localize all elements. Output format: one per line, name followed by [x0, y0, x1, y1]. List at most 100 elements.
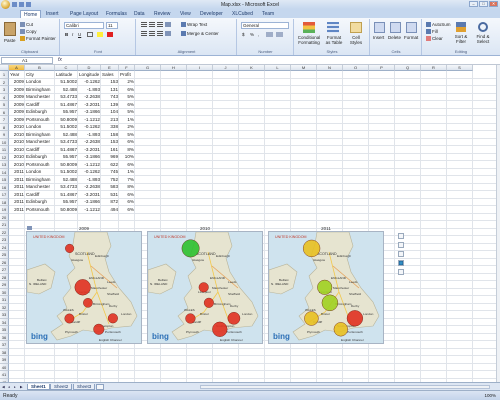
tab-developer[interactable]: Developer	[200, 11, 223, 17]
row-header[interactable]: 21	[0, 221, 9, 229]
merge-center-button[interactable]: Merge & Center	[181, 31, 219, 37]
cell[interactable]: 2011	[14, 191, 24, 197]
cell[interactable]: 6%	[127, 139, 134, 145]
cell[interactable]: 53.4733	[60, 139, 77, 145]
column-header-r[interactable]: R	[421, 65, 447, 71]
cell[interactable]: City	[26, 71, 34, 77]
zoom-in-icon[interactable]	[398, 232, 404, 239]
cell[interactable]: 745	[110, 169, 118, 175]
tab-formulas[interactable]: Formulas	[106, 11, 127, 17]
bubble-map-2011[interactable]: 2011 UNITED KINGDOM SCOTLAND Glasgow Edinbur…	[268, 226, 384, 344]
row-header[interactable]: 31	[0, 296, 9, 304]
cell[interactable]: 2011	[14, 199, 24, 205]
borders-icon[interactable]	[87, 32, 93, 37]
row-header[interactable]: 42	[0, 378, 9, 382]
worksheet[interactable]: A B C D E F G H I J K L M N O P Q R S 1 2 3 4 5 6 7 8 9 10 11 12 13 14 15…	[0, 65, 496, 382]
cell[interactable]: 55.957	[62, 199, 77, 205]
cell[interactable]: 51.5002	[60, 79, 77, 85]
cell[interactable]: 55.957	[62, 154, 77, 160]
cell[interactable]: Portsmouth	[26, 116, 50, 122]
cell[interactable]: Cardiff	[26, 146, 40, 152]
bubble-london[interactable]	[227, 311, 241, 325]
column-header-l[interactable]: L	[265, 65, 291, 71]
row-header[interactable]: 19	[0, 206, 9, 214]
row-header[interactable]: 28	[0, 273, 9, 281]
row-header[interactable]: 39	[0, 356, 9, 364]
orientation-icon[interactable]	[165, 22, 171, 27]
cell[interactable]: 51.5002	[60, 169, 77, 175]
zoom-level[interactable]: 100%	[484, 393, 496, 398]
cell[interactable]: Manchester	[26, 139, 51, 145]
format-painter-button[interactable]: Format Painter	[20, 36, 56, 42]
column-header-h[interactable]: H	[161, 65, 187, 71]
row-header[interactable]: 12	[0, 153, 9, 161]
cell[interactable]: 2010	[13, 154, 24, 160]
column-header-f[interactable]: F	[119, 65, 135, 71]
cell[interactable]: 2011	[14, 206, 24, 212]
percent-button[interactable]: %	[250, 32, 255, 37]
italic-button[interactable]: I	[72, 32, 74, 37]
tab-sheet3[interactable]: Sheet3	[73, 384, 96, 390]
cell[interactable]: 1%	[127, 169, 134, 175]
row-header[interactable]: 7	[0, 116, 9, 124]
align-top-icon[interactable]	[141, 22, 147, 27]
select-all-corner[interactable]	[0, 65, 9, 71]
cell[interactable]: -0.1262	[84, 79, 100, 85]
fx-icon[interactable]: fx	[58, 57, 62, 63]
layers-icon[interactable]	[398, 268, 404, 275]
cell[interactable]: 2010	[13, 131, 24, 137]
row-header[interactable]: 16	[0, 183, 9, 191]
bubble-cardiff[interactable]	[64, 313, 75, 323]
find-select-button[interactable]: Find & Select	[476, 34, 490, 44]
cell[interactable]: 51.4867	[60, 101, 77, 107]
cell[interactable]: 6%	[127, 161, 134, 167]
row-header[interactable]: 6	[0, 108, 9, 116]
cell[interactable]: 969	[110, 154, 118, 160]
map-canvas[interactable]: UNITED KINGDOM SCOTLAND Glasgow Edinburgh Be…	[27, 231, 141, 343]
row-header[interactable]: 11	[0, 146, 9, 154]
cell[interactable]: Cardiff	[26, 101, 40, 107]
row-header[interactable]: 3	[0, 86, 9, 94]
column-header-o[interactable]: O	[343, 65, 369, 71]
column-header-d[interactable]: D	[78, 65, 101, 71]
tab-page-layout[interactable]: Page Layout	[70, 11, 99, 17]
bubble-map-2009[interactable]: 2009 UNITED KINGDOM SCOTLAND Glasgow Edinbur…	[26, 226, 142, 344]
row-header[interactable]: 20	[0, 213, 9, 221]
cell[interactable]: -2.2638	[84, 94, 100, 100]
redo-icon[interactable]	[26, 2, 31, 7]
cell[interactable]: -3.2031	[84, 101, 100, 107]
cell[interactable]: Birmingham	[26, 131, 51, 137]
row-header[interactable]: 18	[0, 198, 9, 206]
fill-color-icon[interactable]	[97, 32, 103, 37]
column-header-e[interactable]: E	[101, 65, 119, 71]
close-button[interactable]: ✕	[489, 1, 498, 7]
cell[interactable]: 6%	[127, 191, 134, 197]
align-middle-icon[interactable]	[149, 22, 155, 27]
cell[interactable]: 139	[110, 101, 118, 107]
cell[interactable]: London	[26, 124, 42, 130]
wrap-text-button[interactable]: Wrap Text	[181, 22, 207, 28]
bold-button[interactable]: B	[65, 32, 69, 37]
cell[interactable]: -1.1212	[84, 116, 100, 122]
cell[interactable]: 5%	[127, 109, 134, 115]
cell[interactable]: 51.4867	[60, 191, 77, 197]
cell[interactable]: 6%	[127, 101, 134, 107]
cell[interactable]: 52.488	[62, 86, 77, 92]
cell[interactable]: 8%	[127, 184, 134, 190]
cell[interactable]: 50.8009	[60, 116, 77, 122]
cell[interactable]: London	[26, 79, 42, 85]
clear-button[interactable]: Clear	[426, 36, 443, 42]
row-header[interactable]: 23	[0, 236, 9, 244]
cell[interactable]: 50.8009	[60, 161, 77, 167]
row-header[interactable]: 34	[0, 318, 9, 326]
cell[interactable]: 2011	[14, 184, 24, 190]
cell[interactable]: Year	[10, 71, 20, 77]
next-sheet-icon[interactable]: ▸	[14, 385, 16, 389]
paste-icon[interactable]	[4, 22, 16, 36]
row-header[interactable]: 4	[0, 93, 9, 101]
minimize-button[interactable]: –	[469, 1, 478, 7]
bubble-birmingham[interactable]	[83, 297, 93, 308]
cell[interactable]: 52.488	[62, 176, 77, 182]
column-header-m[interactable]: M	[291, 65, 317, 71]
row-header[interactable]: 9	[0, 131, 9, 139]
